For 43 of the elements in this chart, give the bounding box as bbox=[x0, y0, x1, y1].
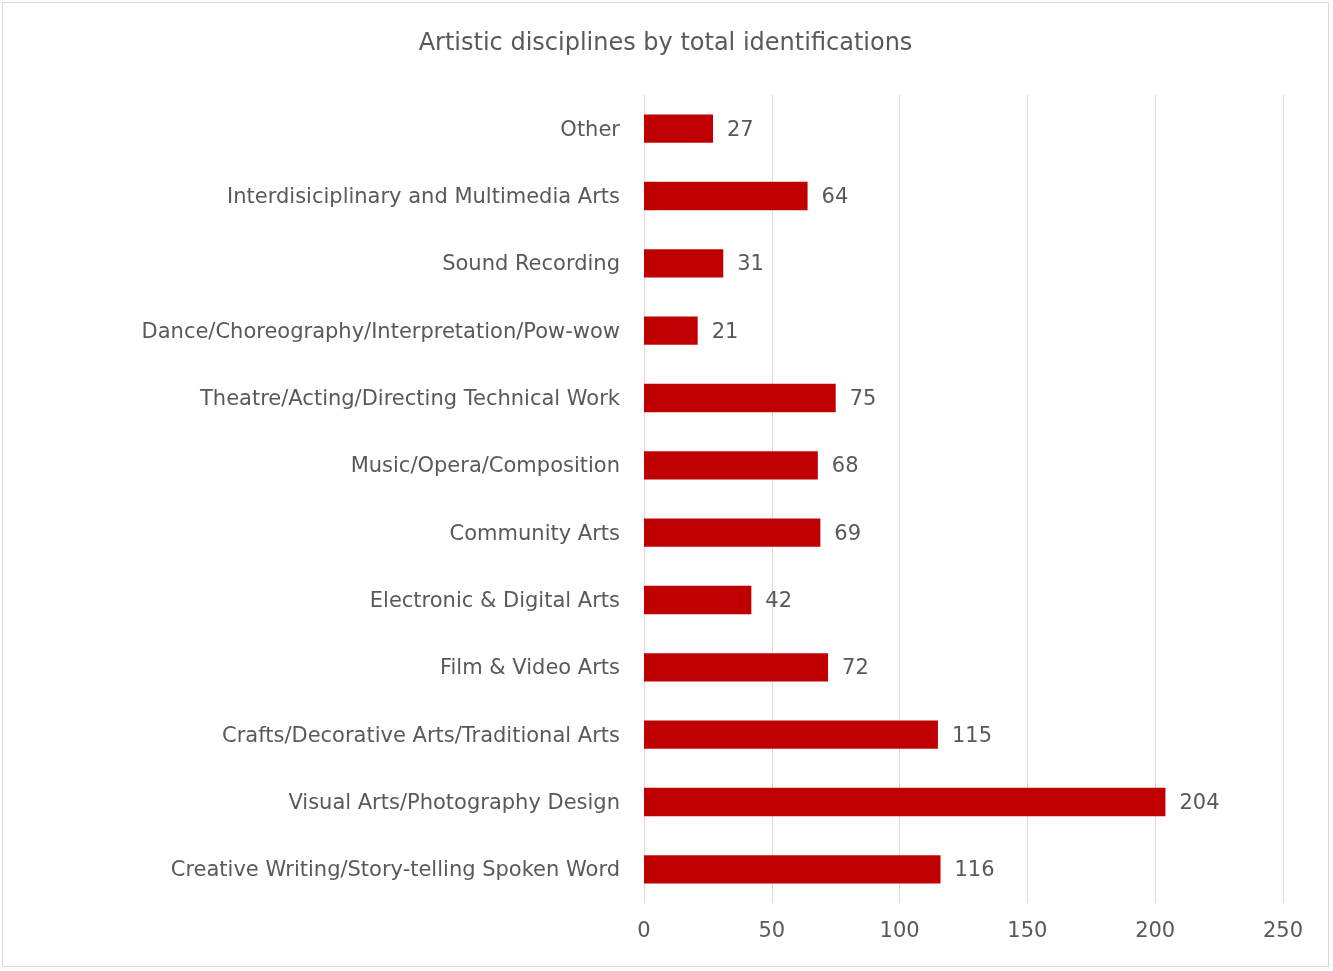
data-label: 75 bbox=[849, 386, 877, 410]
bar bbox=[644, 585, 752, 615]
bar bbox=[644, 720, 938, 749]
x-tick-label: 0 bbox=[637, 917, 651, 942]
y-tick-label: Dance/Choreography/Interpretation/Pow-wow bbox=[141, 318, 620, 343]
bar bbox=[644, 518, 821, 547]
data-label: 115 bbox=[951, 722, 993, 747]
data-label: 21 bbox=[711, 318, 739, 343]
x-tick-label: 150 bbox=[1007, 917, 1048, 942]
bar bbox=[644, 451, 818, 480]
data-label: 69 bbox=[834, 520, 862, 545]
x-tick-label: 200 bbox=[1135, 917, 1176, 942]
data-label: 42 bbox=[765, 588, 793, 612]
x-tick-label: 250 bbox=[1262, 917, 1304, 942]
y-tick-label: Music/Opera/Composition bbox=[350, 453, 620, 478]
bar bbox=[644, 855, 941, 884]
y-tick-label: Film & Video Arts bbox=[439, 655, 620, 680]
chart-title: Artistic disciplines by total identifications bbox=[418, 28, 913, 56]
y-tick-label: Interdisiciplinary and Multimedia Arts bbox=[227, 184, 620, 208]
bar bbox=[644, 383, 836, 413]
y-tick-label: Theatre/Acting/Directing Technical Work bbox=[199, 386, 621, 410]
y-tick-label: Community Arts bbox=[449, 520, 620, 545]
data-label: 72 bbox=[842, 655, 869, 680]
y-tick-label: Crafts/Decorative Arts/Traditional Arts bbox=[222, 722, 620, 747]
data-label: 116 bbox=[954, 857, 995, 882]
y-tick-label: Creative Writing/Story-telling Spoken Word bbox=[170, 857, 620, 882]
bar bbox=[644, 181, 808, 211]
x-tick-label: 50 bbox=[758, 917, 786, 942]
data-label: 27 bbox=[727, 116, 754, 141]
bar bbox=[644, 249, 724, 278]
data-label: 204 bbox=[1179, 790, 1220, 814]
bar bbox=[644, 653, 829, 682]
bar bbox=[644, 316, 698, 345]
y-tick-label: Other bbox=[560, 116, 621, 141]
data-label: 64 bbox=[821, 184, 849, 208]
y-tick-label: Electronic & Digital Arts bbox=[369, 588, 620, 612]
data-label: 31 bbox=[737, 251, 764, 276]
y-tick-label: Sound Recording bbox=[442, 251, 620, 276]
y-tick-label: Visual Arts/Photography Design bbox=[288, 790, 620, 814]
bar bbox=[644, 787, 1166, 817]
x-tick-label: 100 bbox=[879, 917, 920, 942]
data-label: 68 bbox=[831, 453, 859, 478]
bar bbox=[644, 114, 714, 143]
